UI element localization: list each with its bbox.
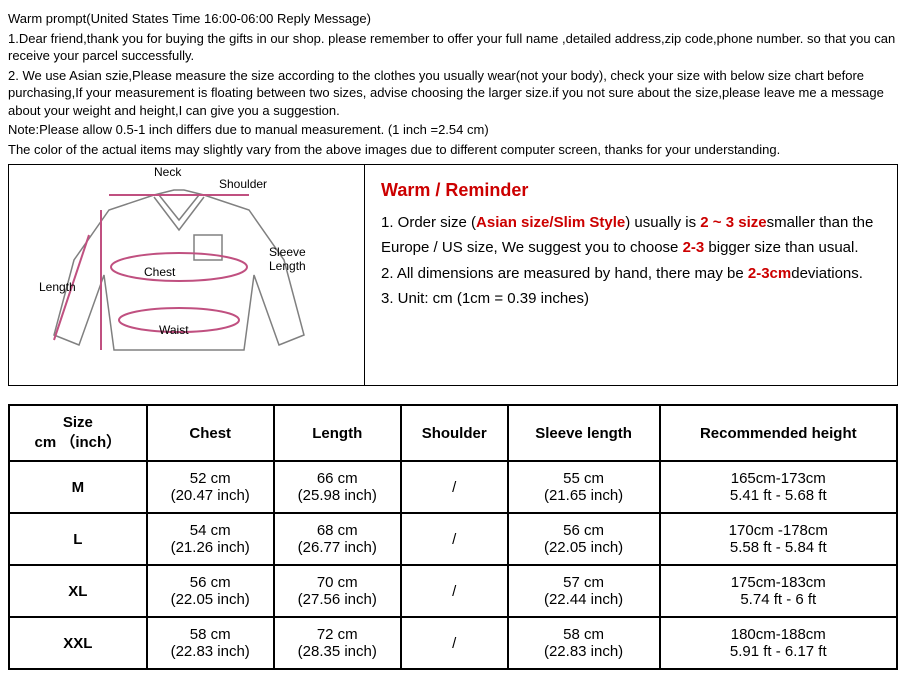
label-sleeve: Sleeve Length: [269, 245, 319, 273]
th-chest: Chest: [147, 405, 274, 461]
shirt-svg: [19, 175, 359, 380]
shirt-diagram: Neck Shoulder Chest Sleeve Length Length…: [9, 165, 365, 385]
table-row: M52 cm(20.47 inch)66 cm(25.98 inch)/55 c…: [9, 461, 897, 513]
cell-chest: 52 cm(20.47 inch): [147, 461, 274, 513]
cell-length: 72 cm(28.35 inch): [274, 617, 401, 669]
label-length: Length: [39, 280, 76, 294]
cell-chest: 58 cm(22.83 inch): [147, 617, 274, 669]
cell-size: L: [9, 513, 147, 565]
intro-note-2: The color of the actual items may slight…: [8, 141, 898, 159]
mid-row: Neck Shoulder Chest Sleeve Length Length…: [8, 164, 898, 386]
cell-size: M: [9, 461, 147, 513]
size-table: Size cm （inch） Chest Length Shoulder Sle…: [8, 404, 898, 670]
cell-shoulder: /: [401, 513, 508, 565]
cell-size: XXL: [9, 617, 147, 669]
label-chest: Chest: [144, 265, 175, 279]
cell-sleeve: 55 cm(21.65 inch): [508, 461, 660, 513]
cell-sleeve: 57 cm(22.44 inch): [508, 565, 660, 617]
table-header-row: Size cm （inch） Chest Length Shoulder Sle…: [9, 405, 897, 461]
table-row: L54 cm(21.26 inch)68 cm(26.77 inch)/56 c…: [9, 513, 897, 565]
cell-length: 66 cm(25.98 inch): [274, 461, 401, 513]
intro-text: Warm prompt(United States Time 16:00-06:…: [8, 10, 898, 158]
reminder-heading: Warm / Reminder: [381, 175, 881, 206]
cell-shoulder: /: [401, 461, 508, 513]
cell-height: 170cm -178cm5.58 ft - 5.84 ft: [660, 513, 897, 565]
cell-length: 70 cm(27.56 inch): [274, 565, 401, 617]
cell-height: 180cm-188cm5.91 ft - 6.17 ft: [660, 617, 897, 669]
reminder-line-1: 1. Order size (Asian size/Slim Style) us…: [381, 210, 881, 261]
reminder-line-3: 3. Unit: cm (1cm = 0.39 inches): [381, 286, 881, 312]
intro-line-2: 2. We use Asian szie,Please measure the …: [8, 67, 898, 120]
label-waist: Waist: [159, 323, 189, 337]
intro-title: Warm prompt(United States Time 16:00-06:…: [8, 10, 898, 28]
th-shoulder: Shoulder: [401, 405, 508, 461]
th-size: Size cm （inch）: [9, 405, 147, 461]
th-height: Recommended height: [660, 405, 897, 461]
cell-chest: 56 cm(22.05 inch): [147, 565, 274, 617]
th-sleeve: Sleeve length: [508, 405, 660, 461]
table-row: XL56 cm(22.05 inch)70 cm(27.56 inch)/57 …: [9, 565, 897, 617]
th-length: Length: [274, 405, 401, 461]
reminder-box: Warm / Reminder 1. Order size (Asian siz…: [365, 165, 897, 385]
intro-line-1: 1.Dear friend,thank you for buying the g…: [8, 30, 898, 65]
cell-height: 175cm-183cm5.74 ft - 6 ft: [660, 565, 897, 617]
cell-shoulder: /: [401, 617, 508, 669]
reminder-line-2: 2. All dimensions are measured by hand, …: [381, 261, 881, 287]
table-row: XXL58 cm(22.83 inch)72 cm(28.35 inch)/58…: [9, 617, 897, 669]
cell-length: 68 cm(26.77 inch): [274, 513, 401, 565]
cell-sleeve: 56 cm(22.05 inch): [508, 513, 660, 565]
cell-chest: 54 cm(21.26 inch): [147, 513, 274, 565]
label-neck: Neck: [154, 165, 181, 179]
label-shoulder: Shoulder: [219, 177, 267, 191]
intro-note-1: Note:Please allow 0.5-1 inch differs due…: [8, 121, 898, 139]
cell-size: XL: [9, 565, 147, 617]
cell-height: 165cm-173cm5.41 ft - 5.68 ft: [660, 461, 897, 513]
cell-shoulder: /: [401, 565, 508, 617]
cell-sleeve: 58 cm(22.83 inch): [508, 617, 660, 669]
